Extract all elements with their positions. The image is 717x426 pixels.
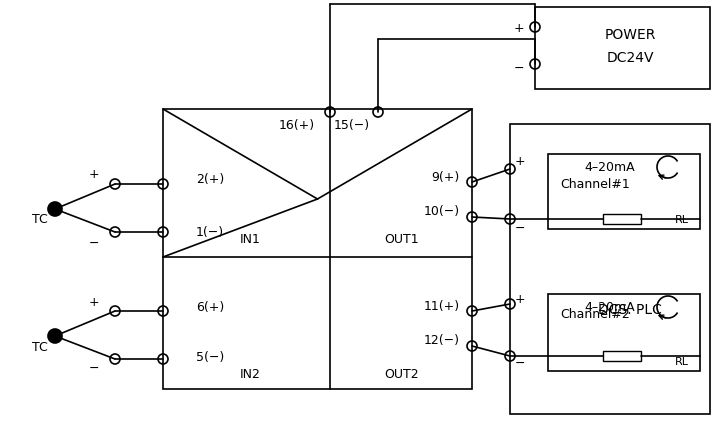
Text: 4–20mA: 4–20mA xyxy=(584,161,635,174)
Text: 6(+): 6(+) xyxy=(196,301,224,314)
Text: 2(+): 2(+) xyxy=(196,173,224,186)
Text: 5(−): 5(−) xyxy=(196,351,224,364)
Text: RL: RL xyxy=(675,215,689,225)
Text: Channel#2: Channel#2 xyxy=(560,308,630,321)
Text: +: + xyxy=(513,21,524,35)
Text: 1(−): 1(−) xyxy=(196,226,224,239)
Text: OUT1: OUT1 xyxy=(385,233,419,246)
Text: IN1: IN1 xyxy=(239,233,260,246)
Text: 12(−): 12(−) xyxy=(424,334,460,347)
Bar xyxy=(603,215,641,225)
Text: DCS. PLC: DCS. PLC xyxy=(598,302,662,316)
Bar xyxy=(548,294,700,371)
Text: DC24V: DC24V xyxy=(607,51,654,65)
Text: −: − xyxy=(89,236,99,249)
Bar xyxy=(548,155,700,230)
Text: +: + xyxy=(515,293,526,306)
Text: TC: TC xyxy=(32,341,48,354)
Bar xyxy=(163,110,472,389)
Bar xyxy=(535,8,710,90)
Text: POWER: POWER xyxy=(604,28,655,42)
Text: 9(+): 9(+) xyxy=(432,171,460,184)
Text: −: − xyxy=(515,356,526,368)
Bar xyxy=(510,125,710,414)
Text: 10(−): 10(−) xyxy=(424,205,460,218)
Text: +: + xyxy=(89,296,100,309)
Text: 15(−): 15(−) xyxy=(334,118,370,131)
Text: 16(+): 16(+) xyxy=(279,118,315,131)
Text: −: − xyxy=(515,221,526,234)
Text: TC: TC xyxy=(32,213,48,226)
Text: RL: RL xyxy=(675,356,689,366)
Text: 4–20mA: 4–20mA xyxy=(584,301,635,314)
Circle shape xyxy=(48,329,62,343)
Text: −: − xyxy=(89,361,99,374)
Bar xyxy=(603,351,641,361)
Text: IN2: IN2 xyxy=(239,368,260,380)
Circle shape xyxy=(48,202,62,216)
Text: 11(+): 11(+) xyxy=(424,300,460,313)
Text: −: − xyxy=(514,61,524,74)
Text: +: + xyxy=(515,155,526,168)
Text: OUT2: OUT2 xyxy=(385,368,419,380)
Text: Channel#1: Channel#1 xyxy=(560,178,630,191)
Text: +: + xyxy=(89,168,100,181)
